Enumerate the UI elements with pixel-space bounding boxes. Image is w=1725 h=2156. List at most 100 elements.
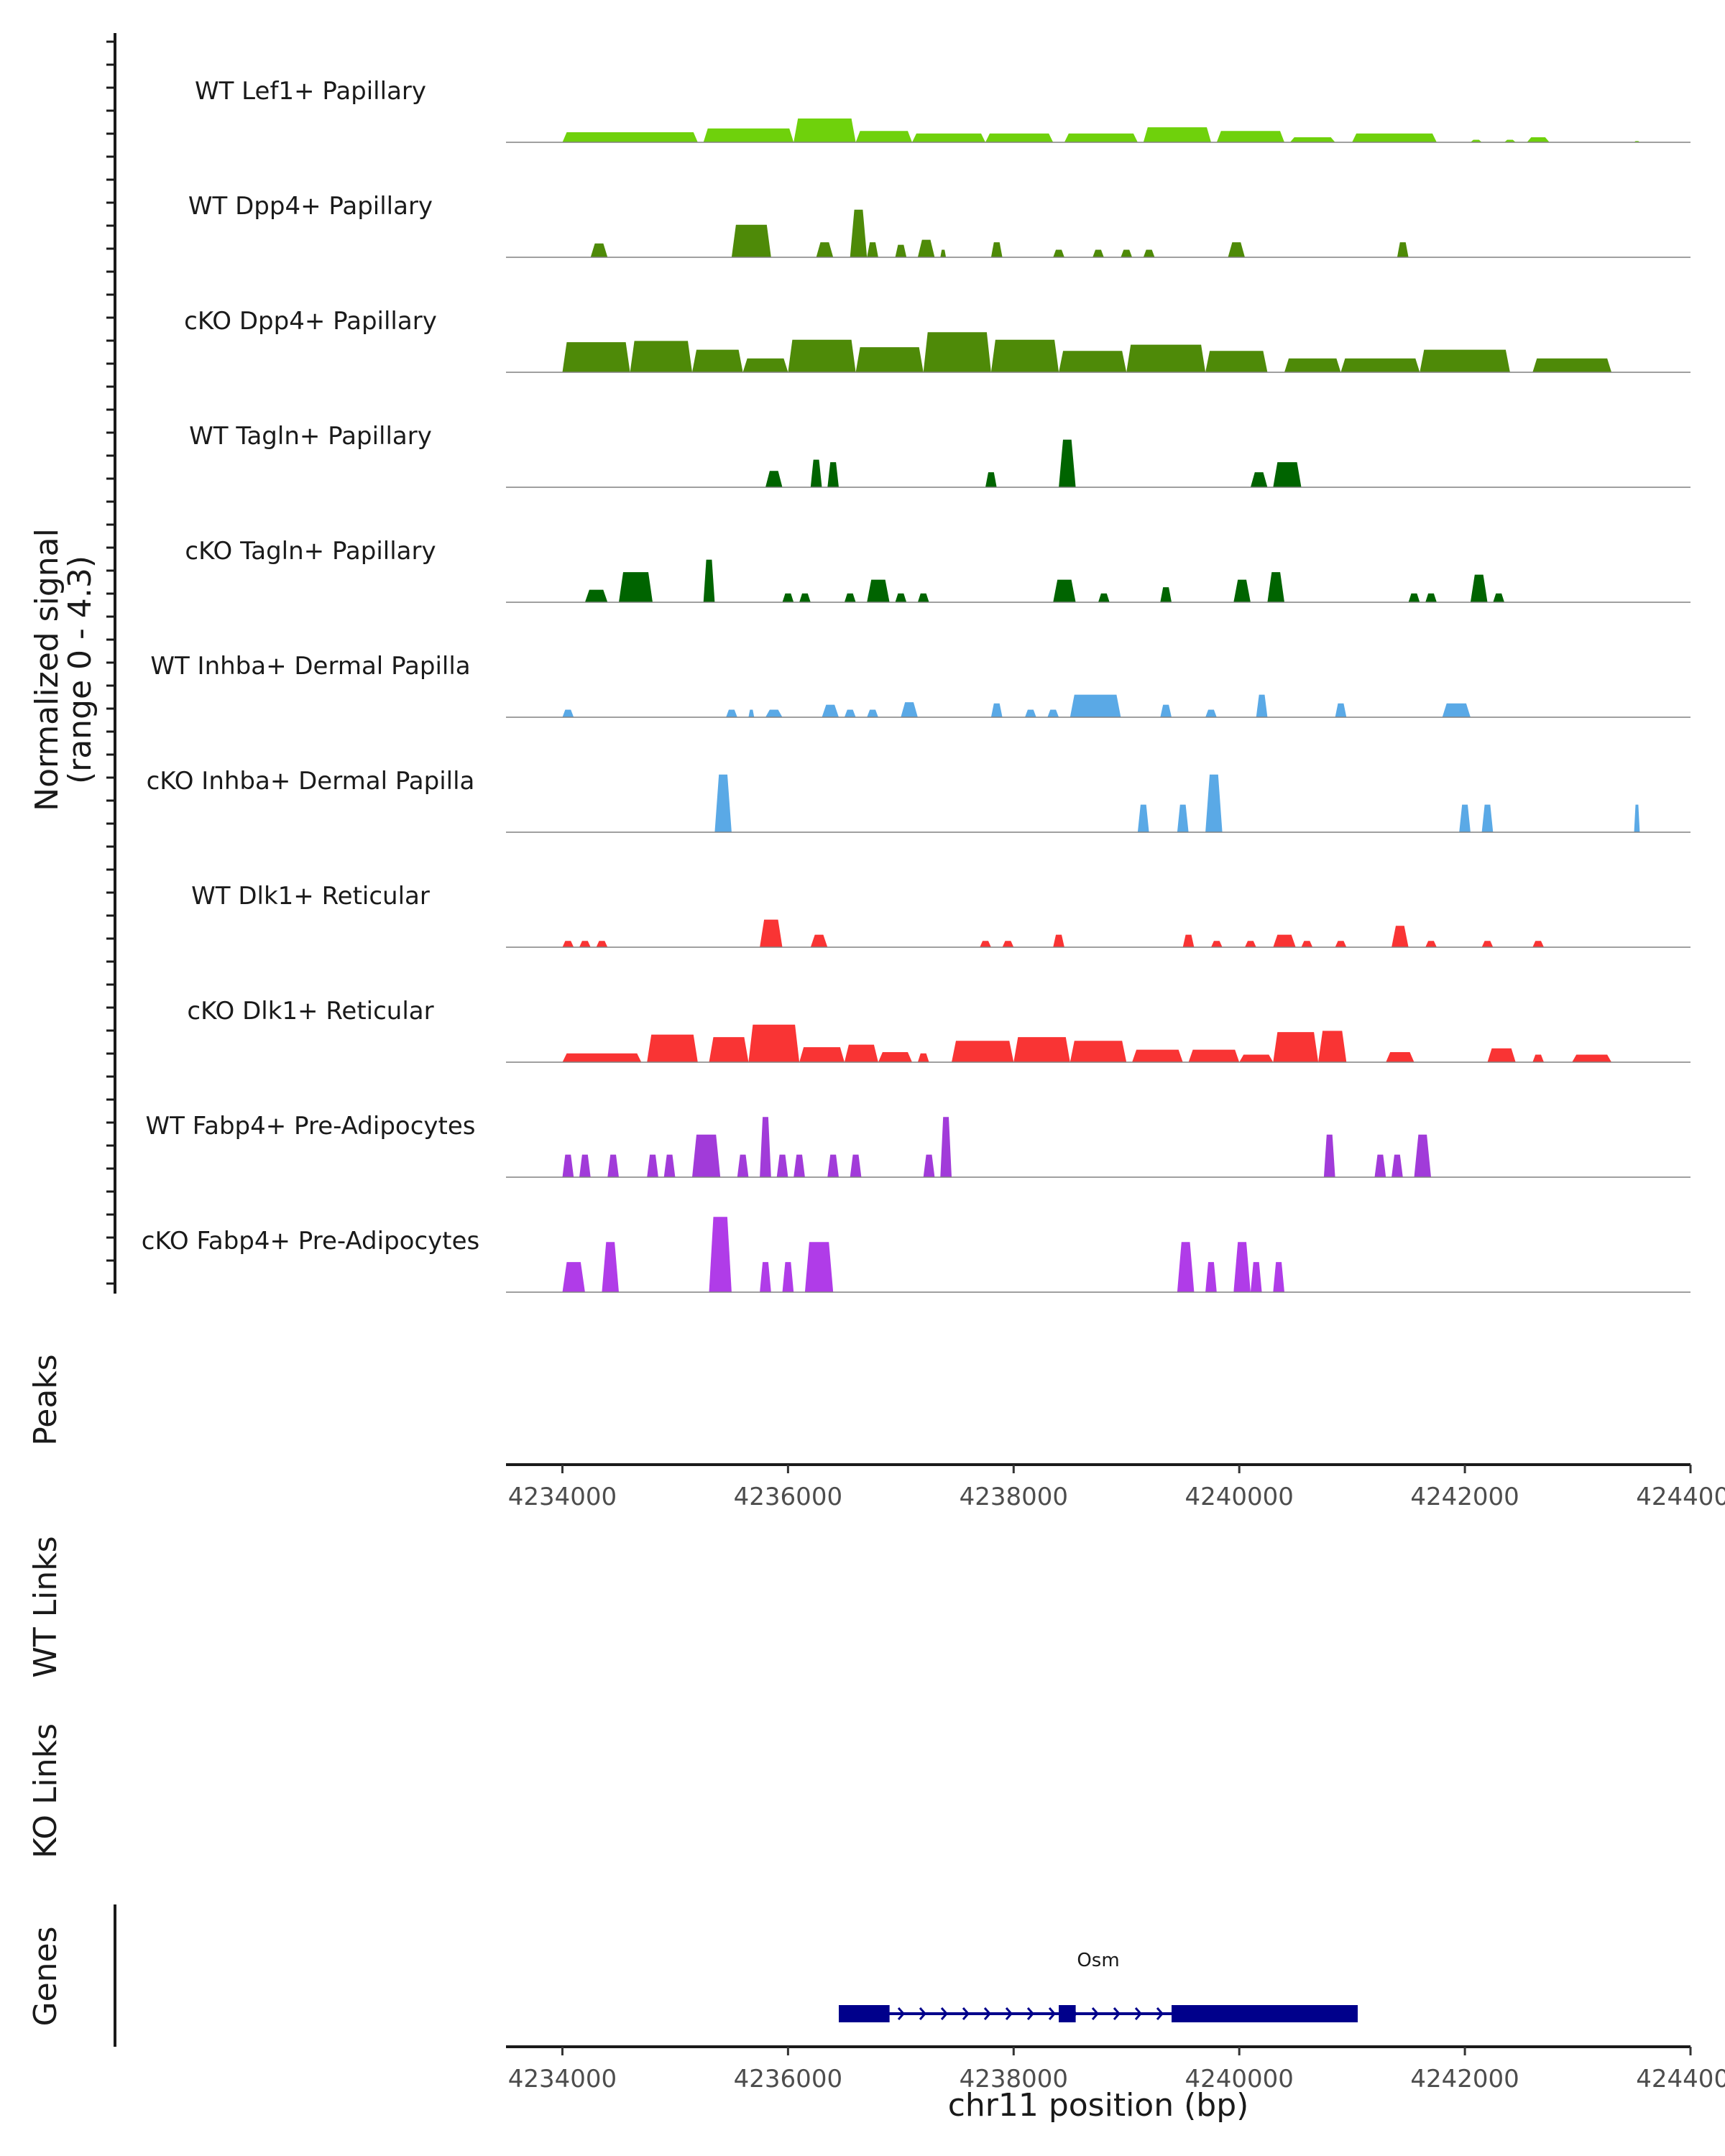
coverage-peak [844,1044,878,1062]
strand-arrow [1156,2007,1164,2020]
coverage-peak [1352,133,1437,142]
strand-arrow [962,2007,970,2020]
x-tick-label: 4242000 [1410,2065,1519,2093]
x-tick-label: 4240000 [1184,1483,1293,1511]
coverage-peak [917,1053,929,1062]
coverage-peak [827,1154,839,1177]
coverage-peak [602,1242,619,1292]
coverage-peak [1126,344,1206,372]
coverage-peak [1273,934,1296,947]
coverage-peak [901,702,918,717]
track-label: cKO Dpp4+ Papillary [184,307,437,336]
coverage-peak [630,341,692,372]
x-axis-title: chr11 position (bp) [948,2087,1249,2124]
coverage-peak [596,941,608,947]
coverage-peak [1572,1054,1612,1062]
coverage-peak [619,572,653,602]
coverage-peak [1532,358,1612,372]
strand-arrow [1026,2007,1035,2020]
y-axis-title-line2: (range 0 - 4.3) [62,556,98,784]
coverage-peak [760,1117,771,1177]
coverage-peak [827,462,839,487]
coverage-peak [867,242,878,257]
coverage-peak [1216,131,1284,142]
coverage-peak [765,709,783,717]
coverage-peak [1228,242,1245,257]
track-11: cKO Fabp4+ Pre-Adipocytes [142,1217,1690,1293]
coverage-peak [850,1154,862,1177]
coverage-peak [1487,1048,1516,1062]
coverage-peak [1188,1049,1240,1062]
track-2: WT Dpp4+ Papillary [188,192,1690,258]
coverage-peak [810,934,828,947]
coverage-peak [607,1154,619,1177]
strand-arrow [1134,2007,1143,2020]
coverage-peak [748,709,755,717]
coverage-peak [1233,579,1251,602]
track-3: cKO Dpp4+ Papillary [184,307,1690,373]
coverage-peak [844,593,856,602]
coverage-peak [1025,709,1036,717]
coverage-peak [1256,694,1268,717]
ko-links-panel-title: KO Links [27,1723,64,1858]
coverage-peak [923,332,991,372]
track-9: cKO Dlk1+ Reticular [187,997,1690,1063]
coverage-peak [980,941,991,947]
coverage-peak [692,349,743,372]
coverage-tracks: WT Lef1+ Papillary WT Dpp4+ Papillary cKO … [142,77,1690,1293]
coverage-peak [737,1154,749,1177]
coverage-peak [1059,439,1076,487]
coverage-peak [1177,804,1189,832]
strand-arrow [983,2007,992,2020]
coverage-peak [990,339,1059,372]
coverage-peak [748,1024,800,1062]
coverage-peak [1132,1049,1183,1062]
track-8: WT Dlk1+ Reticular [191,882,1690,948]
gene-exon [839,2005,890,2022]
track-label: WT Dlk1+ Reticular [191,882,430,911]
coverage-peak [1070,1041,1127,1062]
track-label: WT Dpp4+ Papillary [188,192,433,221]
track-label: cKO Tagln+ Papillary [185,537,436,566]
coordinate-axis-bottom: 4234000 4236000 4238000 4240000 4242000 42440… [506,2045,1725,2093]
coverage-peak [562,1053,642,1062]
coverage-peak [1392,926,1409,947]
x-tick-label: 4238000 [960,1483,1068,1511]
gene-track: Osm [839,1950,1358,2022]
coverage-peak [794,118,856,142]
coverage-peak [1160,587,1172,602]
coordinate-axis-top: 4234000 4236000 4238000 4240000 4242000 42440… [506,1463,1725,1511]
coverage-peak [855,347,924,372]
track-label: WT Inhba+ Dermal Papilla [150,652,470,681]
coverage-peak [1527,137,1550,142]
coverage-peak [794,1154,805,1177]
coverage-peak [1182,934,1195,947]
coverage-peak [579,941,591,947]
coverage-peak [1070,694,1121,717]
coverage-peak [782,593,794,602]
x-tick-label: 4236000 [734,2065,842,2093]
coverage-peak [1392,1154,1403,1177]
coverage-peak [1205,774,1223,832]
coverage-peak [878,1052,912,1062]
strand-arrow [897,2007,906,2020]
genes-panel-title: Genes [27,1926,64,2026]
strand-arrow [1048,2007,1057,2020]
coverage-peak [714,774,732,832]
coverage-peak [1318,1031,1347,1062]
coverage-peak [855,131,912,142]
coverage-peak [1634,804,1640,832]
coverage-peak [850,209,868,257]
coverage-peak [742,358,788,372]
coverage-peak [810,459,822,487]
coverage-peak [1386,1052,1414,1062]
track-label: WT Fabp4+ Pre-Adipocytes [146,1112,476,1141]
coverage-peak [912,133,985,142]
coverage-peak [562,342,630,372]
strand-arrow [919,2007,927,2020]
coverage-peak [1289,137,1335,142]
coverage-peak [647,1154,658,1177]
coverage-peak [1470,139,1482,142]
coverage-peak [1273,462,1302,487]
wt-links-panel-title: WT Links [27,1536,64,1677]
